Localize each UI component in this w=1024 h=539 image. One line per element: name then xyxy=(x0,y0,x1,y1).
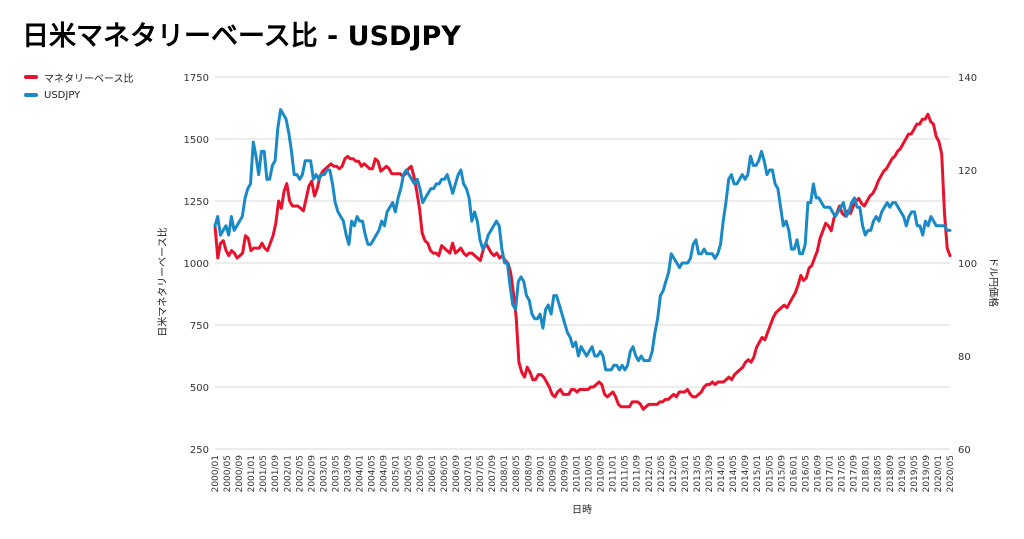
x-tick-label: 2002/05 xyxy=(295,455,305,492)
series-line-usdjpy xyxy=(213,108,952,372)
x-tick-label: 2016/01 xyxy=(789,455,799,492)
x-tick-label: 2012/01 xyxy=(645,455,655,492)
x-tick-label: 2019/01 xyxy=(898,455,908,492)
x-tick-label: 2016/05 xyxy=(801,455,811,492)
x-tick-label: 2012/09 xyxy=(669,455,679,493)
x-tick-label: 2011/05 xyxy=(621,455,631,492)
legend-swatch-ratio xyxy=(24,75,38,79)
y-right-tick-label: 80 xyxy=(958,352,971,363)
x-tick-label: 2014/05 xyxy=(729,455,739,492)
y-axis-right: 140 120 100 80 60 xyxy=(958,73,977,456)
x-tick-label: 2015/09 xyxy=(777,455,787,493)
x-tick-label: 2015/05 xyxy=(765,455,775,492)
x-tick-label: 2020/01 xyxy=(934,455,944,492)
x-tick-label: 2017/09 xyxy=(850,455,860,493)
x-tick-label: 2003/09 xyxy=(344,455,354,493)
x-tick-label: 2009/09 xyxy=(560,455,570,493)
chart-legend: マネタリーベース比 USDJPY xyxy=(24,68,134,104)
x-tick-label: 2001/05 xyxy=(259,455,269,492)
x-tick-label: 2016/09 xyxy=(813,455,823,493)
y-left-tick-label: 1000 xyxy=(184,259,209,270)
x-tick-label: 2017/05 xyxy=(838,455,848,492)
legend-swatch-usdjpy xyxy=(24,93,38,97)
x-tick-label: 2014/09 xyxy=(741,455,751,493)
y-left-tick-label: 1500 xyxy=(184,135,209,146)
x-tick-label: 2013/01 xyxy=(681,455,691,492)
x-tick-label: 2006/09 xyxy=(452,455,462,493)
x-tick-label: 2005/05 xyxy=(404,455,414,492)
x-tick-label: 2011/01 xyxy=(609,455,619,492)
series-lines xyxy=(213,108,952,411)
x-tick-label: 2013/05 xyxy=(693,455,703,492)
y-axis-right-label: ドル円価格 xyxy=(987,257,1000,307)
y-right-tick-label: 140 xyxy=(958,73,977,84)
x-tick-label: 2000/05 xyxy=(223,455,233,492)
y-left-tick-label: 1250 xyxy=(184,197,209,208)
x-tick-label: 2006/01 xyxy=(428,455,438,492)
x-tick-label: 2007/01 xyxy=(464,455,474,492)
x-tick-label: 2013/09 xyxy=(705,455,715,493)
x-tick-label: 2015/01 xyxy=(753,455,763,492)
x-tick-label: 2000/01 xyxy=(211,455,221,492)
x-tick-label: 2002/09 xyxy=(307,455,317,493)
legend-item-usdjpy[interactable]: USDJPY xyxy=(24,86,134,104)
x-tick-label: 2008/09 xyxy=(524,455,534,493)
legend-label-usdjpy: USDJPY xyxy=(44,89,81,101)
x-tick-label: 2004/05 xyxy=(368,455,378,492)
x-tick-label: 2001/09 xyxy=(271,455,281,493)
x-tick-label: 2008/01 xyxy=(500,455,510,492)
gridlines xyxy=(215,76,950,450)
x-tick-label: 2003/01 xyxy=(319,455,329,492)
x-tick-label: 2006/05 xyxy=(440,455,450,492)
y-left-tick-label: 750 xyxy=(190,321,209,332)
y-right-tick-label: 60 xyxy=(958,445,971,456)
y-left-tick-label: 500 xyxy=(190,383,209,394)
x-tick-label: 2003/05 xyxy=(331,455,341,492)
x-tick-label: 2009/01 xyxy=(536,455,546,492)
x-tick-label: 2005/09 xyxy=(416,455,426,493)
x-tick-label: 2017/01 xyxy=(826,455,836,492)
x-tick-label: 2002/01 xyxy=(283,455,293,492)
y-axis-left-label: 日米マネタリーベース比 xyxy=(156,227,169,337)
x-tick-label: 2004/09 xyxy=(380,455,390,493)
x-tick-label: 2011/09 xyxy=(633,455,643,493)
x-tick-label: 2020/05 xyxy=(946,455,956,492)
y-axis-left: 1750 1500 1250 1000 750 500 250 xyxy=(184,73,209,456)
x-tick-label: 2009/05 xyxy=(548,455,558,492)
x-tick-label: 2012/05 xyxy=(657,455,667,492)
legend-item-ratio[interactable]: マネタリーベース比 xyxy=(24,68,134,86)
legend-label-ratio: マネタリーベース比 xyxy=(44,73,134,85)
x-tick-label: 2010/05 xyxy=(585,455,595,492)
chart-title: 日米マネタリーベース比 - USDJPY xyxy=(22,21,461,52)
x-tick-label: 2014/01 xyxy=(717,455,727,492)
x-tick-label: 2000/09 xyxy=(235,455,245,493)
x-tick-label: 2018/09 xyxy=(886,455,896,493)
x-tick-label: 2007/09 xyxy=(488,455,498,493)
x-tick-label: 2004/01 xyxy=(356,455,366,492)
x-tick-label: 2019/09 xyxy=(922,455,932,493)
x-axis: 2000/01 2000/05 2000/09 2001/01 2001/05 2001/… xyxy=(211,455,956,493)
x-tick-label: 2010/09 xyxy=(597,455,607,493)
x-tick-label: 2005/01 xyxy=(392,455,402,492)
x-tick-label: 2008/05 xyxy=(512,455,522,492)
x-tick-label: 2019/05 xyxy=(910,455,920,492)
x-tick-label: 2018/05 xyxy=(874,455,884,492)
y-left-tick-label: 250 xyxy=(190,445,209,456)
y-right-tick-label: 120 xyxy=(958,166,977,177)
x-tick-label: 2010/01 xyxy=(572,455,582,492)
y-right-tick-label: 100 xyxy=(958,259,977,270)
y-left-tick-label: 1750 xyxy=(184,73,209,84)
x-axis-label: 日時 xyxy=(572,504,592,516)
x-tick-label: 2018/01 xyxy=(862,455,872,492)
series-line-ratio xyxy=(213,112,952,411)
x-tick-label: 2007/05 xyxy=(476,455,486,492)
x-tick-label: 2001/01 xyxy=(247,455,257,492)
